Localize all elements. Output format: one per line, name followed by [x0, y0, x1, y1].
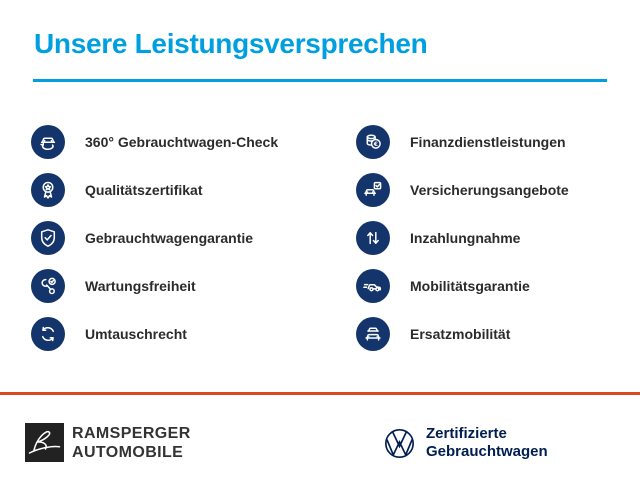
promise-label: Ersatzmobilität — [410, 326, 511, 342]
car-motion-icon — [356, 269, 390, 303]
promise-row: Qualitätszertifikat — [31, 173, 278, 207]
promise-row: 360° Gebrauchtwagen-Check — [31, 125, 278, 159]
dealer-name-line1: RAMSPERGER — [72, 424, 191, 442]
wrench-check-icon — [31, 269, 65, 303]
medal-icon — [31, 173, 65, 207]
dealer-name: RAMSPERGER AUTOMOBILE — [72, 424, 191, 462]
promise-label: Wartungsfreiheit — [85, 278, 196, 294]
promise-label: Qualitätszertifikat — [85, 182, 203, 198]
title-divider — [33, 79, 607, 82]
shield-check-icon — [31, 221, 65, 255]
arrows-up-down-icon — [356, 221, 390, 255]
car-360-icon — [31, 125, 65, 159]
promise-row: Mobilitätsgarantie — [356, 269, 569, 303]
promise-row: € Finanzdienstleistungen — [356, 125, 569, 159]
svg-text:€: € — [373, 141, 378, 148]
promise-label: Finanzdienstleistungen — [410, 134, 566, 150]
coins-euro-icon: € — [356, 125, 390, 159]
two-cars-icon — [356, 317, 390, 351]
promise-row: Gebrauchtwagengarantie — [31, 221, 278, 255]
promise-label: Inzahlungnahme — [410, 230, 521, 246]
car-checkbox-icon — [356, 173, 390, 207]
exchange-arrows-icon — [31, 317, 65, 351]
promise-row: Versicherungsangebote — [356, 173, 569, 207]
promise-column-left: 360° Gebrauchtwagen-Check Qualitätszerti… — [31, 125, 278, 351]
promise-column-right: € Finanzdienstleistungen Versicherungsang… — [356, 125, 569, 351]
promise-label: 360° Gebrauchtwagen-Check — [85, 134, 279, 150]
page-title: Unsere Leistungsversprechen — [34, 28, 428, 59]
footer-divider — [0, 392, 640, 395]
promise-row: Wartungsfreiheit — [31, 269, 278, 303]
promise-row: Inzahlungnahme — [356, 221, 569, 255]
dealer-name-line2: AUTOMOBILE — [72, 443, 184, 461]
vw-certified-logo: Zertifizierte Gebrauchtwagen — [384, 425, 548, 461]
promise-label: Umtauschrecht — [85, 326, 187, 342]
dealer-logo: RAMSPERGER AUTOMOBILE — [25, 423, 191, 462]
promise-row: Ersatzmobilität — [356, 317, 569, 351]
promise-label: Versicherungsangebote — [410, 182, 569, 198]
promise-label: Gebrauchtwagengarantie — [85, 230, 254, 246]
promise-label: Mobilitätsgarantie — [410, 278, 530, 294]
vw-claim: Zertifizierte Gebrauchtwagen — [426, 425, 548, 461]
ramsperger-signature-icon — [25, 423, 64, 462]
promise-row: Umtauschrecht — [31, 317, 278, 351]
vw-claim-line1: Zertifizierte — [426, 425, 507, 442]
vw-logo-icon — [384, 428, 415, 459]
vw-claim-line2: Gebrauchtwagen — [426, 443, 548, 460]
